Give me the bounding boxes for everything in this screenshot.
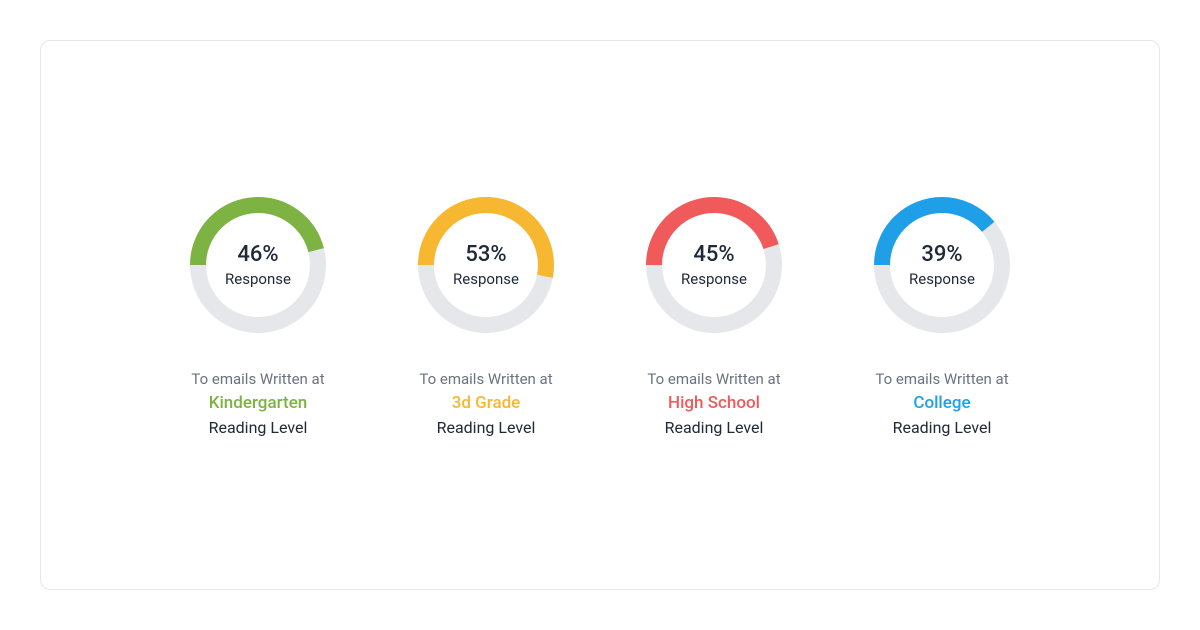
stat-caption: To emails Written at Kindergarten Readin… bbox=[191, 368, 324, 440]
response-label: Response bbox=[909, 270, 975, 288]
caption-level: College bbox=[875, 391, 1008, 417]
caption-level: High School bbox=[647, 391, 780, 417]
caption-top: To emails Written at bbox=[647, 368, 780, 391]
stat-college: 39% Response To emails Written at Colleg… bbox=[852, 190, 1032, 440]
donut-center: 39% Response bbox=[867, 190, 1017, 340]
stat-caption: To emails Written at High School Reading… bbox=[647, 368, 780, 440]
stats-card: 46% Response To emails Written at Kinder… bbox=[40, 40, 1160, 590]
donut-center: 46% Response bbox=[183, 190, 333, 340]
stat-3rd-grade: 53% Response To emails Written at 3d Gra… bbox=[396, 190, 576, 440]
response-label: Response bbox=[225, 270, 291, 288]
response-label: Response bbox=[453, 270, 519, 288]
caption-top: To emails Written at bbox=[875, 368, 1008, 391]
caption-level: 3d Grade bbox=[419, 391, 552, 417]
response-label: Response bbox=[681, 270, 747, 288]
donut-chart: 45% Response bbox=[639, 190, 789, 340]
percentage-value: 46% bbox=[237, 242, 278, 268]
donut-chart: 53% Response bbox=[411, 190, 561, 340]
donut-center: 45% Response bbox=[639, 190, 789, 340]
caption-bottom: Reading Level bbox=[875, 416, 1008, 440]
stat-kindergarten: 46% Response To emails Written at Kinder… bbox=[168, 190, 348, 440]
percentage-value: 39% bbox=[921, 242, 962, 268]
donut-chart: 46% Response bbox=[183, 190, 333, 340]
stat-caption: To emails Written at 3d Grade Reading Le… bbox=[419, 368, 552, 440]
caption-bottom: Reading Level bbox=[419, 416, 552, 440]
percentage-value: 53% bbox=[465, 242, 506, 268]
stat-caption: To emails Written at College Reading Lev… bbox=[875, 368, 1008, 440]
donut-center: 53% Response bbox=[411, 190, 561, 340]
caption-bottom: Reading Level bbox=[191, 416, 324, 440]
stat-high-school: 45% Response To emails Written at High S… bbox=[624, 190, 804, 440]
caption-bottom: Reading Level bbox=[647, 416, 780, 440]
percentage-value: 45% bbox=[693, 242, 734, 268]
donut-chart: 39% Response bbox=[867, 190, 1017, 340]
caption-top: To emails Written at bbox=[419, 368, 552, 391]
caption-level: Kindergarten bbox=[191, 391, 324, 417]
caption-top: To emails Written at bbox=[191, 368, 324, 391]
